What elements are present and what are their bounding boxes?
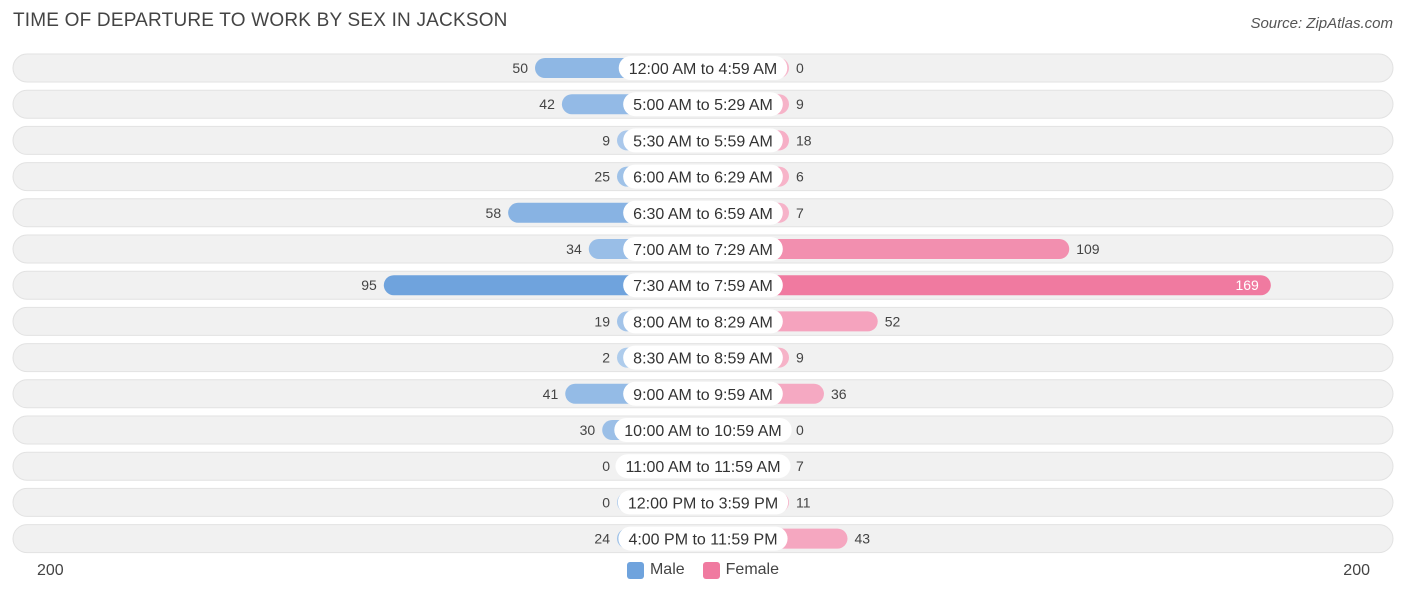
- category-label-pill: [623, 164, 783, 189]
- male-value-label: 95: [361, 277, 377, 293]
- category-label-pill: [614, 418, 792, 442]
- category-label-pill: [623, 381, 783, 406]
- legend-male-label: Male: [649, 561, 685, 578]
- category-label-pill: [623, 128, 783, 153]
- male-value-label: 25: [594, 169, 610, 185]
- female-value-label: 9: [796, 96, 804, 112]
- chart-title: TIME OF DEPARTURE TO WORK BY SEX IN JACK…: [13, 10, 508, 31]
- category-label-pill: [623, 345, 783, 370]
- female-value-label: 0: [796, 422, 804, 438]
- female-value-label: 7: [796, 458, 804, 474]
- category-label: 12:00 AM to 4:59 AM: [629, 61, 778, 78]
- female-value-label: 169: [1235, 277, 1259, 293]
- legend-item-female: Female: [702, 561, 780, 579]
- female-value-label: 6: [796, 169, 804, 185]
- male-swatch-icon: [626, 561, 644, 579]
- category-label: 9:00 AM to 9:59 AM: [633, 387, 773, 404]
- category-label-pill: [623, 273, 783, 298]
- male-value-label: 24: [594, 531, 610, 547]
- female-value-label: 9: [796, 350, 804, 366]
- male-value-label: 30: [580, 422, 596, 438]
- male-value-label: 58: [486, 205, 502, 221]
- category-label: 6:00 AM to 6:29 AM: [633, 170, 773, 187]
- female-value-label: 43: [854, 531, 870, 547]
- category-label: 5:00 AM to 5:29 AM: [633, 97, 773, 114]
- category-label: 8:30 AM to 8:59 AM: [633, 351, 773, 368]
- category-label-pill: [623, 92, 783, 117]
- category-label-pill: [623, 200, 783, 225]
- category-label-pill: [617, 490, 789, 515]
- category-label-pill: [623, 237, 783, 261]
- category-label: 11:00 AM to 11:59 AM: [625, 459, 780, 476]
- category-label: 12:00 PM to 3:59 PM: [628, 495, 778, 512]
- category-label-pill: [618, 56, 788, 80]
- male-value-label: 0: [602, 458, 610, 474]
- axis-min-label: 200: [37, 562, 64, 579]
- female-value-label: 36: [831, 386, 847, 402]
- legend-item-male: Male: [626, 561, 685, 579]
- source-label: Source: ZipAtlas.com: [1250, 15, 1393, 32]
- male-bar: [383, 275, 703, 296]
- male-value-label: 50: [512, 60, 528, 76]
- female-value-label: 7: [796, 205, 804, 221]
- female-value-label: 18: [796, 132, 812, 148]
- legend-female-label: Female: [725, 561, 780, 578]
- axis-max-label: 200: [1343, 562, 1370, 579]
- female-value-label: 11: [796, 494, 811, 510]
- male-value-label: 2: [602, 350, 610, 366]
- male-value-label: 34: [566, 241, 582, 257]
- category-label: 4:00 PM to 11:59 PM: [628, 532, 777, 549]
- male-value-label: 41: [543, 386, 559, 402]
- category-label-pill: [618, 526, 788, 551]
- category-label-pill: [615, 454, 791, 479]
- male-value-label: 0: [602, 494, 610, 510]
- female-bar: [703, 239, 1070, 259]
- legend: Male Female: [0, 561, 1406, 579]
- category-label: 7:00 AM to 7:29 AM: [633, 242, 773, 259]
- male-value-label: 42: [539, 96, 555, 112]
- female-value-label: 109: [1076, 241, 1100, 257]
- category-label: 10:00 AM to 10:59 AM: [624, 423, 781, 440]
- female-swatch-icon: [702, 561, 720, 579]
- category-label-pill: [623, 309, 783, 334]
- female-value-label: 0: [796, 60, 804, 76]
- female-value-label: 52: [885, 313, 901, 329]
- category-label: 5:30 AM to 5:59 AM: [633, 133, 773, 150]
- male-value-label: 19: [594, 313, 610, 329]
- female-bar: [703, 275, 1271, 296]
- category-label: 6:30 AM to 6:59 AM: [633, 206, 773, 223]
- category-label: 7:30 AM to 7:59 AM: [633, 278, 773, 295]
- category-label: 8:00 AM to 8:29 AM: [633, 314, 773, 331]
- male-value-label: 9: [602, 132, 610, 148]
